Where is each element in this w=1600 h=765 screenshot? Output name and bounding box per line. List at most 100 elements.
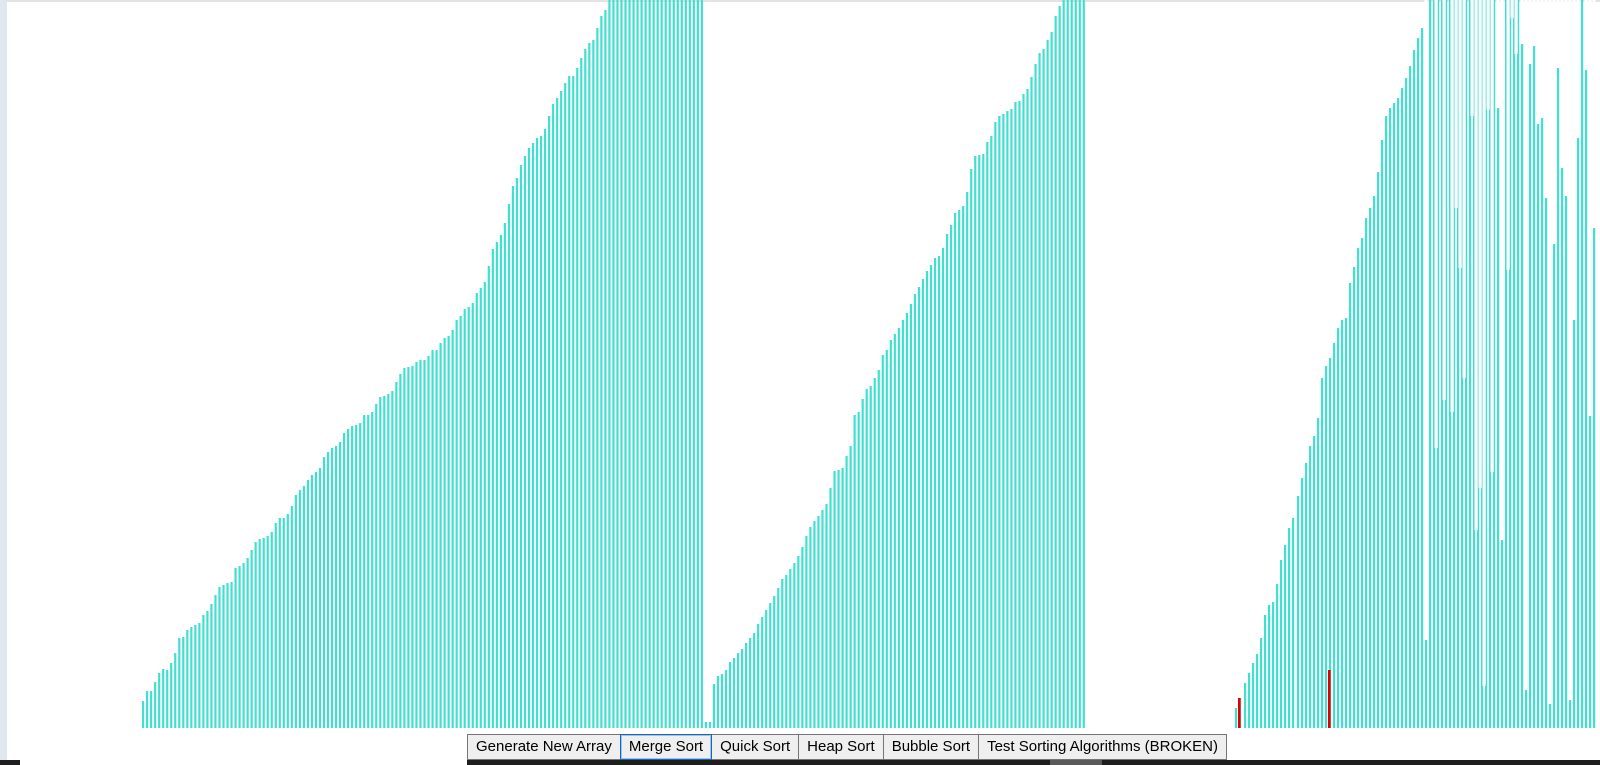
array-bar	[222, 585, 225, 728]
array-bar	[1042, 49, 1045, 728]
array-bar	[556, 98, 559, 728]
array-bar	[355, 425, 358, 728]
bar-gap	[1568, 0, 1572, 700]
array-bar	[463, 309, 466, 728]
array-bar	[1577, 0, 1580, 728]
array-bar	[1469, 0, 1472, 728]
array-bar	[475, 293, 478, 728]
array-bar	[1313, 436, 1316, 728]
array-bar	[950, 225, 953, 728]
array-bar	[1585, 0, 1588, 728]
array-bar	[431, 350, 434, 728]
array-bar	[680, 0, 683, 728]
array-bar	[443, 338, 446, 728]
array-bar	[1058, 6, 1061, 728]
array-bar	[692, 0, 695, 728]
quick-sort-button[interactable]: Quick Sort	[711, 734, 800, 760]
array-bar	[974, 156, 977, 728]
bar-gap	[1548, 0, 1552, 704]
array-bar	[596, 28, 599, 728]
array-bar	[1573, 0, 1576, 728]
array-bar	[363, 415, 366, 728]
array-bar	[194, 625, 197, 728]
array-bar	[608, 0, 611, 728]
array-bar	[1581, 0, 1584, 728]
array-bar	[1018, 101, 1021, 728]
array-bar	[1361, 238, 1364, 728]
array-bar	[531, 143, 535, 728]
bar-gap	[1506, 0, 1510, 270]
array-bar	[1377, 172, 1380, 728]
array-bar	[150, 691, 153, 728]
array-bar	[765, 610, 768, 728]
array-bar	[793, 563, 796, 728]
array-bar	[218, 587, 221, 728]
array-bars-area	[142, 0, 1596, 728]
array-bar	[242, 563, 245, 728]
horizontal-scrollbar[interactable]	[467, 760, 1600, 765]
array-bar	[1453, 0, 1456, 728]
array-bar	[1062, 0, 1065, 728]
array-bar	[1046, 40, 1049, 728]
array-bar	[644, 0, 647, 728]
array-bar	[628, 0, 631, 728]
array-bar	[1557, 0, 1560, 728]
array-bar	[1305, 463, 1308, 728]
array-bar	[343, 433, 346, 728]
array-bar	[720, 674, 724, 728]
array-bar	[664, 0, 667, 728]
array-bar	[1002, 114, 1005, 728]
array-bar	[592, 40, 595, 728]
array-bar	[511, 186, 515, 728]
array-bar	[1280, 560, 1283, 728]
array-bar	[817, 516, 820, 728]
array-bar	[773, 596, 776, 728]
array-bar	[455, 320, 458, 728]
bar-gap	[1454, 0, 1458, 208]
array-bar	[580, 58, 583, 728]
array-bar	[290, 506, 293, 728]
generate-new-array-button[interactable]: Generate New Array	[467, 734, 621, 760]
array-bar	[519, 165, 523, 728]
array-bar	[994, 122, 997, 728]
merge-sort-button[interactable]: Merge Sort	[619, 734, 713, 760]
array-bar	[929, 265, 933, 728]
heap-sort-button[interactable]: Heap Sort	[798, 734, 884, 760]
bar-gap	[1500, 0, 1504, 540]
array-bar	[1421, 28, 1424, 728]
array-bar	[873, 378, 876, 728]
array-bar	[1537, 0, 1540, 728]
array-bar	[1449, 0, 1452, 728]
array-bar	[789, 569, 792, 728]
array-bar	[1050, 32, 1053, 728]
array-bar	[439, 343, 442, 728]
array-bar	[568, 76, 571, 728]
window-left-edge	[0, 0, 7, 765]
array-bar	[1481, 0, 1484, 728]
bar-gap	[1576, 0, 1580, 138]
bar-gap	[1510, 0, 1514, 18]
array-bar	[1373, 196, 1376, 728]
bar-gap	[1442, 0, 1446, 400]
array-bar	[1357, 248, 1360, 728]
bar-gap	[1564, 0, 1568, 196]
array-bar	[1288, 528, 1291, 728]
array-bar	[1070, 0, 1073, 728]
test-sorting-algorithms-button[interactable]: Test Sorting Algorithms (BROKEN)	[978, 734, 1227, 760]
array-bar	[829, 488, 832, 728]
array-bar	[1268, 605, 1271, 728]
bar-gap	[1470, 0, 1474, 116]
bubble-sort-button[interactable]: Bubble Sort	[882, 734, 980, 760]
array-bar	[1505, 0, 1508, 728]
array-bar	[246, 558, 249, 728]
array-bar	[1521, 0, 1524, 728]
array-bar	[913, 294, 917, 728]
array-bar	[210, 604, 213, 728]
array-bar	[170, 663, 173, 728]
array-bar	[1513, 0, 1516, 728]
array-bar	[182, 637, 185, 728]
array-bar	[1529, 0, 1532, 728]
array-bar	[716, 676, 720, 728]
array-bar	[966, 192, 969, 728]
scrollbar-thumb[interactable]	[1050, 760, 1102, 765]
